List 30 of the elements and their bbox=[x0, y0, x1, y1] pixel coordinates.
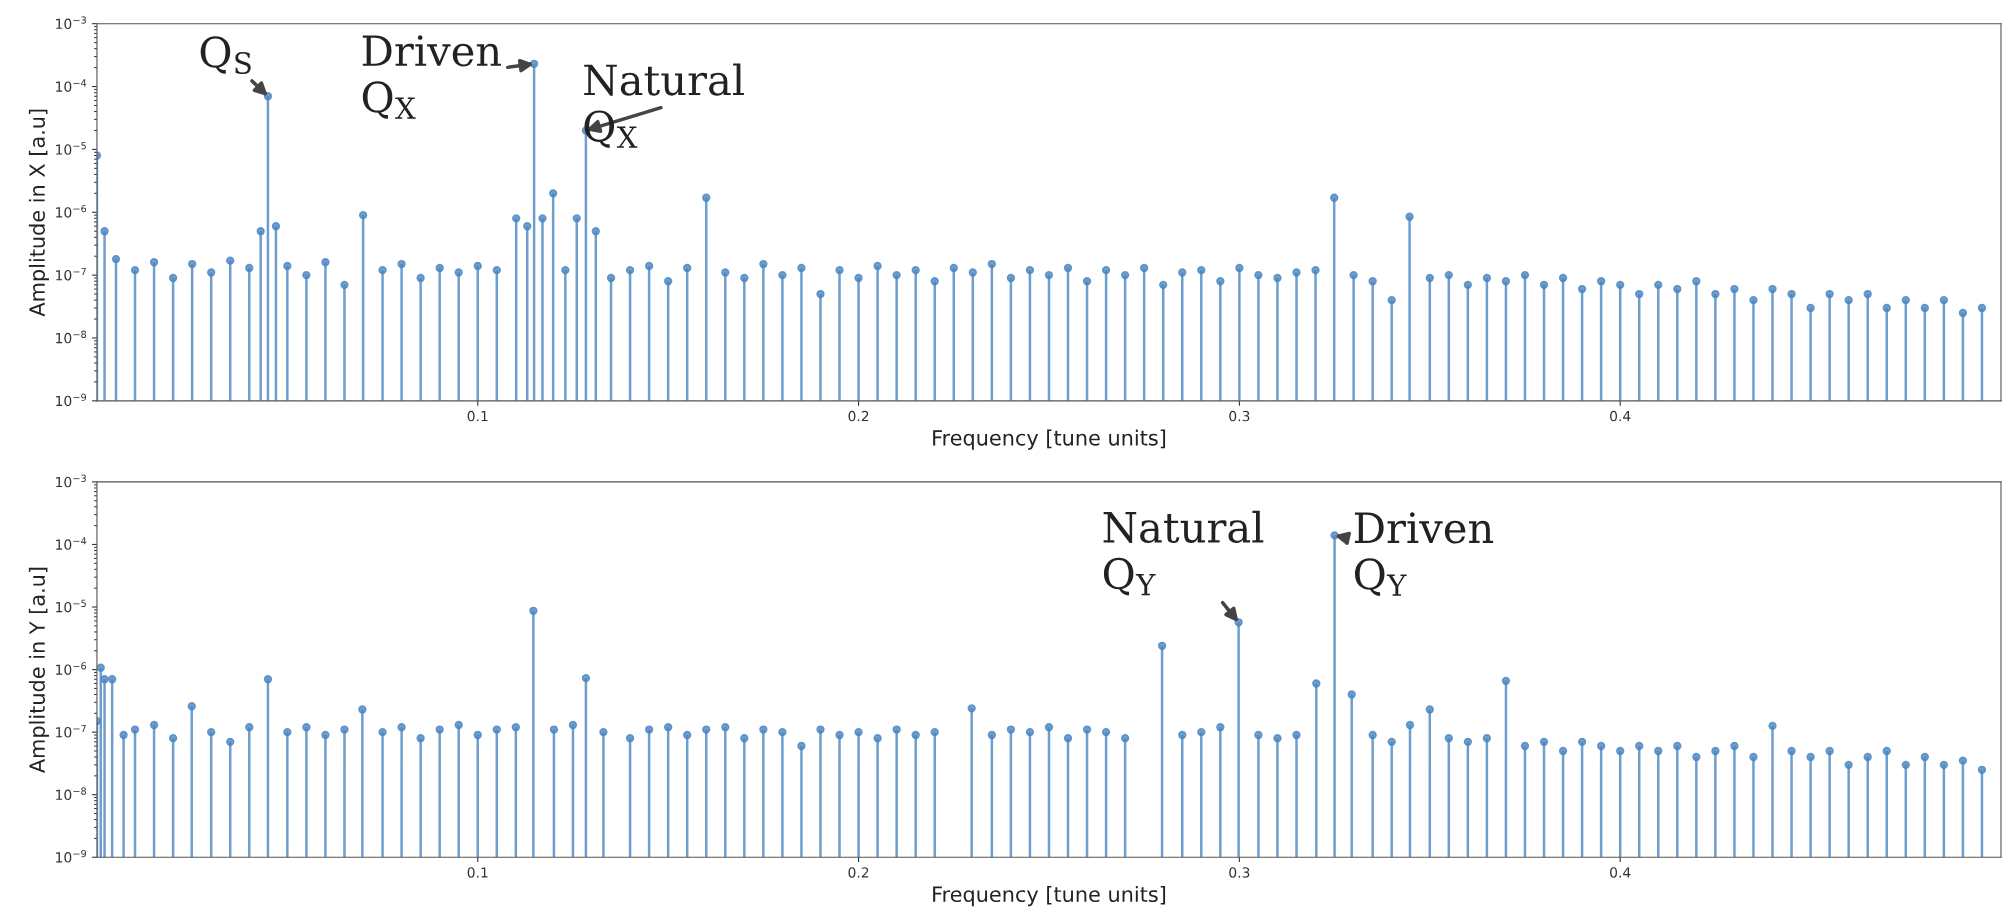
y-tick-label: 10$^{−4}$ bbox=[56, 537, 87, 550]
x-tick-label: 0.4 bbox=[1610, 410, 1631, 422]
annotation: Driven Q$_{X}$ bbox=[362, 35, 502, 119]
annotation: Natural Q$_{Y}$ bbox=[1103, 510, 1264, 596]
y-tick-label: 10$^{−9}$ bbox=[56, 849, 87, 863]
y-tick-label: 10$^{−4}$ bbox=[56, 79, 87, 92]
x-axis-title: Frequency [tune units] bbox=[933, 885, 1166, 907]
annotation: Driven Q$_{Y}$ bbox=[1354, 512, 1494, 596]
x-axis-title: Frequency [tune units] bbox=[933, 429, 1166, 450]
y-tick-label: 10$^{−8}$ bbox=[56, 330, 87, 344]
x-tick-label: 0.4 bbox=[1610, 867, 1631, 878]
annotation: Q$_{S}$ bbox=[200, 36, 251, 75]
y-tick-label: 10$^{−8}$ bbox=[56, 787, 87, 801]
x-tick-label: 0.3 bbox=[1229, 867, 1250, 878]
x-tick-label: 0.1 bbox=[467, 410, 488, 422]
y-tick-label: 10$^{−6}$ bbox=[56, 662, 87, 675]
y-tick-label: 10$^{−5}$ bbox=[56, 142, 86, 155]
x-tick-label: 0.1 bbox=[467, 867, 488, 878]
y-axis-title: Amplitude in Y [a.u] bbox=[28, 567, 50, 774]
x-tick-label: 0.2 bbox=[848, 867, 869, 878]
y-axis-title: Amplitude in X [a.u] bbox=[28, 109, 50, 317]
y-tick-label: 10$^{−7}$ bbox=[56, 267, 86, 281]
y-tick-label: 10$^{−9}$ bbox=[56, 393, 87, 407]
y-tick-label: 10$^{−3}$ bbox=[56, 474, 86, 488]
y-tick-label: 10$^{−7}$ bbox=[56, 724, 86, 738]
x-tick-label: 0.3 bbox=[1229, 410, 1250, 422]
x-tick-label: 0.2 bbox=[848, 410, 869, 422]
y-tick-label: 10$^{−5}$ bbox=[56, 599, 86, 613]
y-tick-label: 10$^{−3}$ bbox=[56, 16, 86, 30]
y-tick-label: 10$^{−6}$ bbox=[56, 204, 87, 218]
